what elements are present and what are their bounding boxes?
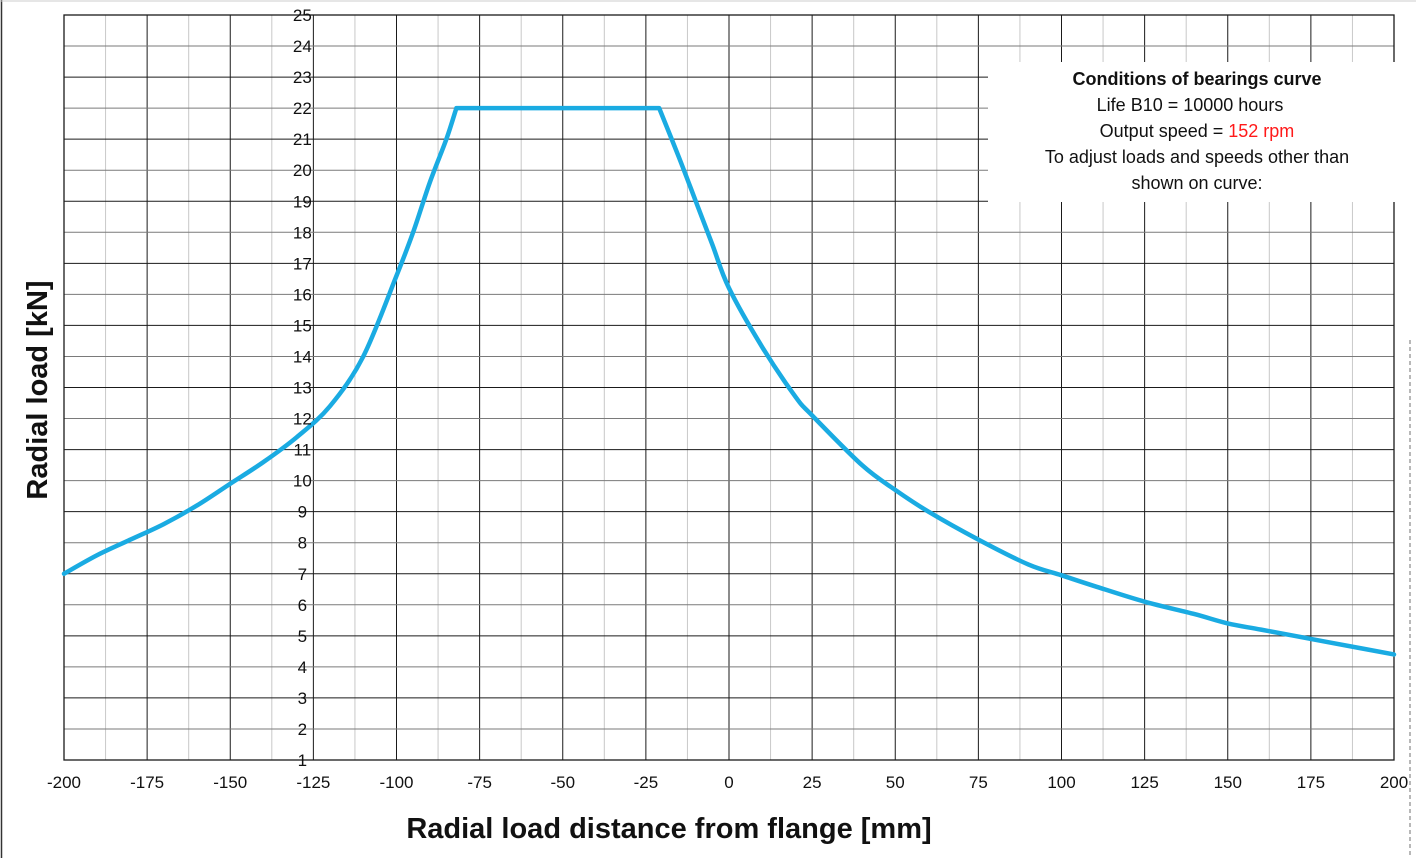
y-tick-label: 13 xyxy=(293,379,312,398)
y-tick-label: 7 xyxy=(298,565,307,584)
x-tick-label: -75 xyxy=(467,773,492,792)
y-tick-label: 20 xyxy=(293,161,312,180)
y-tick-label: 24 xyxy=(293,37,312,56)
conditions-note-title: Conditions of bearings curve xyxy=(1072,69,1321,89)
x-tick-label: 175 xyxy=(1297,773,1325,792)
x-tick-label: 125 xyxy=(1130,773,1158,792)
conditions-note-background xyxy=(988,62,1400,202)
x-axis-title: Radial load distance from flange [mm] xyxy=(406,813,931,845)
x-tick-label: 150 xyxy=(1214,773,1242,792)
y-tick-label: 14 xyxy=(293,347,312,366)
y-tick-label: 25 xyxy=(293,6,312,25)
y-tick-label: 10 xyxy=(293,472,312,491)
y-tick-labels: 1234567891011121314151617181920212223242… xyxy=(293,6,312,770)
y-tick-label: 23 xyxy=(293,68,312,87)
x-tick-label: 200 xyxy=(1380,773,1408,792)
y-tick-label: 17 xyxy=(293,254,312,273)
y-tick-label: 9 xyxy=(298,503,307,522)
x-tick-label: -175 xyxy=(130,773,164,792)
y-tick-label: 3 xyxy=(298,689,307,708)
y-tick-label: 6 xyxy=(298,596,307,615)
conditions-note-speed-label: Output speed = xyxy=(1100,121,1229,141)
x-tick-labels: -200 -175 -150 -125 -100 -75 -50 -25 0 25 50 75 100 1… xyxy=(47,773,1408,792)
y-tick-label: 12 xyxy=(293,410,312,429)
plot-frame xyxy=(63,14,1395,761)
conditions-note-speed: Output speed = 152 rpm xyxy=(1100,121,1295,141)
y-tick-label: 4 xyxy=(298,658,307,677)
plot-border xyxy=(63,14,1395,761)
y-tick-label: 18 xyxy=(293,223,312,242)
y-tick-label: 19 xyxy=(293,192,312,211)
x-tick-label: -200 xyxy=(47,773,81,792)
conditions-note-adjust: To adjust loads and speeds other than xyxy=(1045,147,1349,167)
y-tick-label: 16 xyxy=(293,285,312,304)
conditions-note: Conditions of bearings curve Life B10 = … xyxy=(988,62,1400,202)
conditions-note-life: Life B10 = 10000 hours xyxy=(1097,95,1284,115)
y-tick-label: 8 xyxy=(298,534,307,553)
x-tick-label: 25 xyxy=(803,773,822,792)
y-axis-title: Radial load [kN] xyxy=(22,280,54,499)
y-tick-label: 11 xyxy=(294,441,312,460)
x-tick-label: -50 xyxy=(550,773,575,792)
x-tick-label: 100 xyxy=(1047,773,1075,792)
x-tick-label: 50 xyxy=(886,773,905,792)
x-tick-label: -100 xyxy=(379,773,413,792)
x-tick-label: -125 xyxy=(296,773,330,792)
y-tick-label: 5 xyxy=(298,627,307,646)
y-tick-label: 15 xyxy=(293,316,312,335)
series-layer xyxy=(61,105,1397,657)
x-tick-label: -150 xyxy=(213,773,247,792)
x-tick-label: 75 xyxy=(969,773,988,792)
conditions-note-speed-value: 152 rpm xyxy=(1228,121,1294,141)
x-tick-label: -25 xyxy=(634,773,659,792)
conditions-note-adjust-cont: shown on curve: xyxy=(1131,173,1262,193)
y-tick-label: 2 xyxy=(298,720,307,739)
y-tick-label: 22 xyxy=(293,99,312,118)
y-tick-label: 1 xyxy=(298,751,307,770)
x-tick-label: 0 xyxy=(724,773,733,792)
y-tick-label: 21 xyxy=(293,130,312,149)
load-curve-line xyxy=(61,105,1397,657)
